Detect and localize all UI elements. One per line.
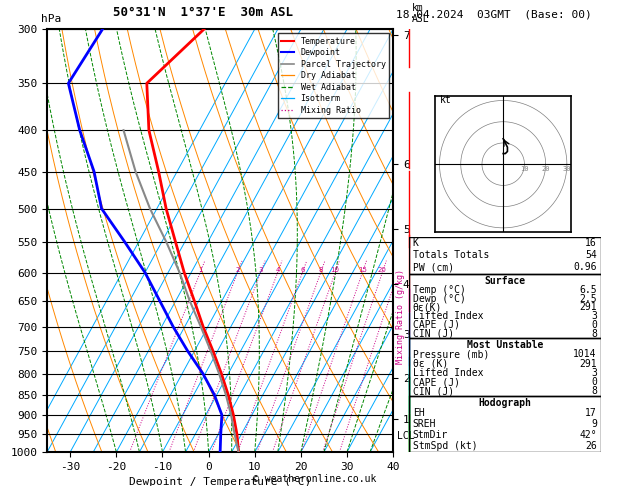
Text: 6.5: 6.5: [579, 285, 597, 295]
Text: 2: 2: [235, 267, 240, 273]
Text: 26: 26: [585, 441, 597, 451]
Text: 8: 8: [318, 267, 323, 273]
Text: 6: 6: [300, 267, 304, 273]
Text: 3: 3: [591, 311, 597, 321]
Text: 9: 9: [591, 419, 597, 430]
Text: Mixing Ratio (g/kg): Mixing Ratio (g/kg): [396, 269, 405, 364]
Text: km
ASL: km ASL: [412, 3, 430, 24]
Text: 15: 15: [358, 267, 367, 273]
Legend: Temperature, Dewpoint, Parcel Trajectory, Dry Adiabat, Wet Adiabat, Isotherm, Mi: Temperature, Dewpoint, Parcel Trajectory…: [278, 34, 389, 118]
Text: LCL: LCL: [398, 431, 415, 441]
Text: 3: 3: [591, 368, 597, 378]
Text: Most Unstable: Most Unstable: [467, 340, 543, 350]
Text: 1: 1: [198, 267, 203, 273]
Text: 50°31'N  1°37'E  30m ASL: 50°31'N 1°37'E 30m ASL: [113, 6, 293, 19]
Text: CAPE (J): CAPE (J): [413, 377, 460, 387]
Text: θε(K): θε(K): [413, 302, 442, 312]
Text: 42°: 42°: [579, 431, 597, 440]
Text: StmDir: StmDir: [413, 431, 448, 440]
Text: 3: 3: [259, 267, 263, 273]
Text: 10: 10: [520, 166, 529, 172]
Text: 20: 20: [378, 267, 387, 273]
Text: kt: kt: [440, 95, 451, 104]
Text: 1014: 1014: [574, 349, 597, 360]
Text: 8: 8: [591, 329, 597, 339]
Text: 17: 17: [585, 408, 597, 418]
Text: 10: 10: [331, 267, 340, 273]
Text: 0: 0: [591, 377, 597, 387]
Text: 20: 20: [542, 166, 550, 172]
Text: 291: 291: [579, 359, 597, 369]
Text: Pressure (mb): Pressure (mb): [413, 349, 489, 360]
Text: EH: EH: [413, 408, 425, 418]
Text: PW (cm): PW (cm): [413, 262, 454, 273]
Text: hPa: hPa: [41, 14, 61, 24]
Text: Lifted Index: Lifted Index: [413, 311, 483, 321]
Text: © weatheronline.co.uk: © weatheronline.co.uk: [253, 473, 376, 484]
Text: Temp (°C): Temp (°C): [413, 285, 465, 295]
Text: Lifted Index: Lifted Index: [413, 368, 483, 378]
X-axis label: Dewpoint / Temperature (°C): Dewpoint / Temperature (°C): [129, 477, 311, 486]
Text: CAPE (J): CAPE (J): [413, 320, 460, 330]
Text: 18.04.2024  03GMT  (Base: 00): 18.04.2024 03GMT (Base: 00): [396, 9, 592, 19]
Bar: [409, 237, 601, 274]
Bar: [409, 338, 601, 396]
Text: 2.5: 2.5: [579, 294, 597, 304]
Text: Surface: Surface: [484, 276, 525, 286]
Text: Totals Totals: Totals Totals: [413, 250, 489, 260]
Text: 0: 0: [591, 320, 597, 330]
Text: 4: 4: [276, 267, 280, 273]
Bar: [409, 274, 601, 338]
Text: θε (K): θε (K): [413, 359, 448, 369]
Text: CIN (J): CIN (J): [413, 329, 454, 339]
Text: SREH: SREH: [413, 419, 436, 430]
Text: 54: 54: [585, 250, 597, 260]
Text: K: K: [413, 238, 418, 248]
Text: StmSpd (kt): StmSpd (kt): [413, 441, 477, 451]
Text: 30: 30: [562, 166, 571, 172]
Text: 291: 291: [579, 302, 597, 312]
Text: 16: 16: [585, 238, 597, 248]
Text: Dewp (°C): Dewp (°C): [413, 294, 465, 304]
Text: 0.96: 0.96: [574, 262, 597, 273]
Text: CIN (J): CIN (J): [413, 386, 454, 397]
Bar: [409, 396, 601, 452]
Text: 8: 8: [591, 386, 597, 397]
Text: Hodograph: Hodograph: [478, 398, 532, 408]
